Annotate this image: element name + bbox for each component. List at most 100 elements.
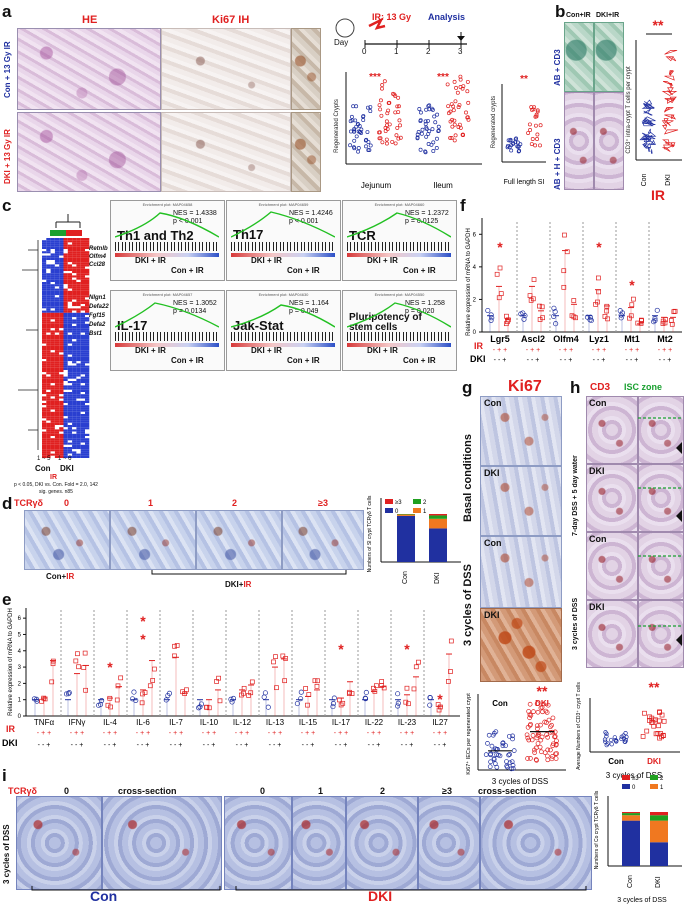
heatmap-cell bbox=[54, 319, 60, 322]
heat-note: p < 0.05, DKI vs. Con. Fold = 2.0, 142 s… bbox=[14, 482, 98, 495]
heatmap-cell bbox=[72, 348, 77, 351]
heatmap-cell bbox=[50, 297, 55, 300]
heatmap-cell bbox=[59, 361, 64, 364]
heatmap-cell bbox=[67, 310, 73, 313]
heatmap-cell bbox=[63, 330, 68, 333]
data-point bbox=[662, 81, 674, 86]
gsea-header: Enrichment plot: MAP04659 bbox=[258, 202, 309, 207]
heatmap-cell bbox=[50, 392, 55, 395]
ir-signs: - + + bbox=[493, 347, 507, 354]
heatmap-cell bbox=[46, 323, 51, 326]
heatmap-cell bbox=[46, 273, 51, 276]
heatmap-cell bbox=[50, 416, 55, 419]
heatmap-cell bbox=[63, 350, 68, 353]
heatmap-cell bbox=[63, 319, 68, 322]
data-point bbox=[314, 683, 320, 689]
heatmap-cell bbox=[85, 447, 90, 450]
heatmap-cell bbox=[63, 359, 68, 362]
ir-signs: - + + bbox=[658, 347, 672, 354]
data-point bbox=[393, 141, 398, 146]
heatmap-cell bbox=[42, 436, 47, 439]
data-point bbox=[380, 140, 385, 145]
significance-star: * bbox=[107, 659, 113, 675]
heatmap-cell bbox=[85, 392, 90, 395]
heatmap-cell bbox=[72, 293, 77, 296]
heatmap-cell bbox=[59, 392, 64, 395]
heatmap-cell bbox=[85, 264, 90, 267]
heatmap-cell bbox=[67, 451, 73, 454]
heatmap-cell bbox=[76, 389, 81, 392]
heatmap-cell bbox=[54, 381, 60, 384]
heatmap-cell bbox=[63, 376, 68, 379]
data-point bbox=[384, 137, 389, 142]
heatmap-cell bbox=[42, 317, 47, 320]
data-point bbox=[283, 656, 288, 661]
heatmap-cell bbox=[54, 414, 60, 417]
data-point bbox=[393, 110, 398, 115]
heatmap-cell bbox=[85, 319, 90, 322]
heatmap-cell bbox=[50, 286, 55, 289]
heatmap-cell bbox=[59, 374, 64, 377]
x-tick-label: IL-15 bbox=[299, 718, 318, 727]
data-point bbox=[544, 710, 550, 715]
heatmap-cell bbox=[54, 277, 60, 280]
heatmap-cell bbox=[42, 249, 47, 252]
heatmap-cell bbox=[63, 238, 68, 241]
heatmap-cell bbox=[42, 427, 47, 430]
heatmap-cell bbox=[63, 334, 68, 337]
heatmap-cell bbox=[80, 453, 85, 456]
heatmap-cell bbox=[67, 425, 73, 428]
heatmap-cell bbox=[63, 405, 68, 408]
heatmap-cell bbox=[42, 455, 47, 458]
heatmap-cell bbox=[85, 372, 90, 375]
heatmap-cell bbox=[76, 372, 81, 375]
data-point bbox=[330, 704, 336, 710]
data-point bbox=[433, 120, 438, 125]
heatmap-cell bbox=[63, 442, 68, 445]
heatmap-cell bbox=[63, 356, 68, 359]
heatmap-cell bbox=[42, 268, 47, 271]
heatmap-cell bbox=[85, 449, 90, 452]
heatmap-cell bbox=[54, 418, 60, 421]
heatmap-cell bbox=[46, 444, 51, 447]
heatmap-cell bbox=[59, 433, 64, 436]
data-point bbox=[552, 734, 558, 739]
heatmap-cell bbox=[72, 257, 77, 260]
data-point bbox=[661, 718, 667, 724]
heatmap-cell bbox=[54, 299, 60, 302]
data-point bbox=[427, 702, 433, 708]
heatmap-cell bbox=[85, 407, 90, 410]
ir-signs: - + + bbox=[334, 730, 348, 737]
data-point bbox=[618, 315, 624, 321]
data-point bbox=[561, 268, 567, 274]
heatmap-cell bbox=[42, 264, 47, 267]
heatmap-cell bbox=[67, 345, 73, 348]
data-point bbox=[545, 753, 550, 759]
heatmap-cell bbox=[76, 436, 81, 439]
heatmap-cell bbox=[80, 238, 85, 241]
heatmap-cell bbox=[42, 288, 47, 291]
heatmap-cell bbox=[85, 365, 90, 368]
gene-down-2: Defa22 bbox=[89, 304, 109, 310]
heatmap-cell bbox=[80, 370, 85, 373]
heatmap-cell bbox=[46, 392, 51, 395]
heatmap-cell bbox=[80, 411, 85, 414]
data-point bbox=[423, 119, 428, 124]
data-point bbox=[65, 691, 72, 697]
he-con-image bbox=[17, 28, 161, 110]
data-point bbox=[465, 89, 470, 94]
heatmap-cell bbox=[67, 385, 73, 388]
data-point bbox=[545, 757, 551, 763]
heatmap-cell bbox=[85, 244, 90, 247]
heatmap-cell bbox=[76, 321, 81, 324]
heatmap-cell bbox=[42, 429, 47, 432]
data-point bbox=[361, 114, 366, 119]
heatmap-cell bbox=[54, 411, 60, 414]
data-point bbox=[544, 732, 549, 737]
chart-f-ir-row: IR bbox=[474, 341, 484, 351]
heatmap-cell bbox=[80, 242, 85, 245]
heatmap-cell bbox=[46, 438, 51, 441]
stacked-bar-segment bbox=[650, 842, 668, 866]
heatmap-cell bbox=[42, 449, 47, 452]
heatmap-cell bbox=[46, 308, 51, 311]
